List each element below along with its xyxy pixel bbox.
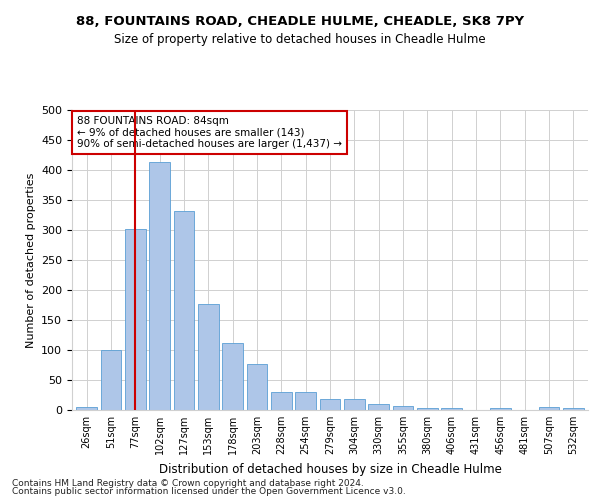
Text: Contains HM Land Registry data © Crown copyright and database right 2024.: Contains HM Land Registry data © Crown c… xyxy=(12,478,364,488)
Bar xyxy=(125,229,146,410)
Text: 88, FOUNTAINS ROAD, CHEADLE HULME, CHEADLE, SK8 7PY: 88, FOUNTAINS ROAD, CHEADLE HULME, CHEAD… xyxy=(76,15,524,28)
Bar xyxy=(173,211,194,410)
Bar xyxy=(247,364,268,410)
Bar xyxy=(344,399,365,410)
Bar xyxy=(417,408,438,410)
Bar xyxy=(539,407,559,410)
Bar xyxy=(76,407,97,410)
Bar xyxy=(368,404,389,410)
Bar xyxy=(563,408,584,410)
Bar xyxy=(198,304,218,410)
Bar xyxy=(222,343,243,410)
Bar xyxy=(295,392,316,410)
Bar xyxy=(392,406,413,410)
Text: Contains public sector information licensed under the Open Government Licence v3: Contains public sector information licen… xyxy=(12,487,406,496)
Bar xyxy=(149,162,170,410)
Bar xyxy=(490,408,511,410)
Bar xyxy=(271,392,292,410)
Bar xyxy=(442,408,462,410)
X-axis label: Distribution of detached houses by size in Cheadle Hulme: Distribution of detached houses by size … xyxy=(158,462,502,475)
Text: 88 FOUNTAINS ROAD: 84sqm
← 9% of detached houses are smaller (143)
90% of semi-d: 88 FOUNTAINS ROAD: 84sqm ← 9% of detache… xyxy=(77,116,342,149)
Bar xyxy=(101,350,121,410)
Y-axis label: Number of detached properties: Number of detached properties xyxy=(26,172,35,348)
Text: Size of property relative to detached houses in Cheadle Hulme: Size of property relative to detached ho… xyxy=(114,32,486,46)
Bar xyxy=(320,399,340,410)
